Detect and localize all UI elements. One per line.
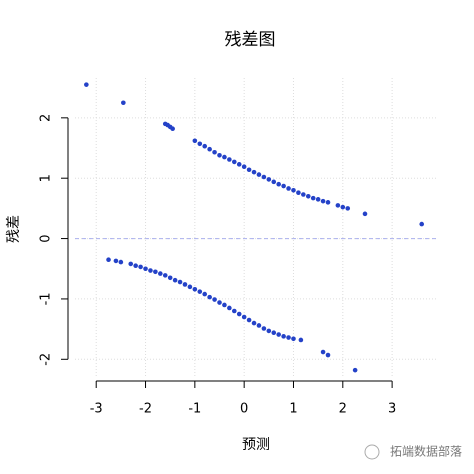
x-tick-label: 1: [289, 402, 297, 417]
point: [177, 279, 183, 285]
point: [231, 159, 237, 165]
point: [192, 138, 198, 144]
point: [276, 332, 281, 337]
point: [315, 197, 321, 202]
point: [158, 271, 163, 276]
point: [207, 294, 212, 300]
x-tick-label: 0: [240, 402, 248, 417]
watermark: 拓端数据部落: [390, 444, 462, 459]
point: [187, 284, 193, 290]
point: [167, 275, 173, 281]
point: [118, 259, 124, 265]
x-tick-label: -2: [139, 402, 152, 417]
point: [133, 263, 138, 269]
y-tick-label: -2: [39, 353, 54, 366]
point: [286, 186, 291, 191]
point: [246, 317, 252, 323]
point: [271, 179, 277, 185]
point: [217, 300, 222, 305]
point: [217, 152, 222, 158]
point: [335, 203, 341, 208]
point: [84, 82, 89, 87]
point: [310, 195, 316, 201]
point: [320, 198, 326, 204]
point: [256, 323, 262, 328]
point: [325, 352, 331, 358]
point: [121, 100, 126, 106]
point: [362, 211, 368, 217]
point: [246, 167, 252, 173]
point: [113, 258, 119, 264]
point: [271, 330, 277, 336]
point: [162, 273, 168, 278]
point: [207, 146, 212, 152]
point: [296, 190, 301, 195]
point: [236, 311, 242, 317]
point: [261, 326, 267, 331]
y-tick-label: 1: [39, 174, 54, 182]
point: [291, 187, 296, 193]
point: [197, 141, 203, 147]
point: [241, 164, 247, 170]
point: [202, 143, 208, 149]
point: [153, 269, 158, 275]
point: [320, 349, 326, 355]
point: [192, 286, 198, 292]
point: [286, 335, 291, 340]
point: [212, 297, 217, 302]
point: [222, 154, 227, 160]
point: [256, 172, 262, 177]
point: [202, 291, 208, 297]
point: [143, 266, 148, 272]
point: [291, 336, 296, 342]
point: [241, 314, 247, 320]
point: [138, 264, 143, 270]
y-axis-label: 残差: [6, 215, 22, 243]
point: [419, 221, 425, 227]
point: [266, 328, 272, 334]
x-axis-label: 预测: [242, 437, 270, 453]
point: [325, 200, 331, 205]
point: [340, 204, 346, 210]
point: [106, 257, 111, 262]
point: [281, 334, 286, 339]
point: [148, 268, 153, 273]
point: [352, 367, 358, 373]
watermark-icon: [364, 444, 380, 460]
y-tick-label: -1: [39, 292, 54, 305]
x-tick-label: 2: [339, 402, 347, 417]
point: [128, 261, 134, 267]
chart-title: 残差图: [225, 30, 276, 50]
x-tick-label: 3: [388, 402, 396, 417]
x-tick-label: -3: [90, 402, 103, 417]
point: [182, 282, 188, 287]
point: [301, 192, 306, 197]
point: [236, 162, 242, 167]
point: [170, 126, 175, 132]
point: [266, 177, 272, 182]
point: [212, 149, 217, 155]
point: [172, 277, 178, 283]
point: [345, 206, 351, 211]
x-tick-label: -1: [188, 402, 201, 417]
point: [222, 302, 227, 308]
y-tick-label: 2: [39, 114, 54, 122]
point: [251, 320, 257, 326]
point: [231, 308, 237, 314]
point: [227, 157, 232, 162]
point: [276, 181, 281, 187]
point: [197, 289, 203, 294]
point: [261, 174, 267, 180]
y-tick-label: 0: [39, 234, 54, 242]
point: [281, 183, 286, 189]
point: [251, 169, 257, 175]
point: [227, 305, 232, 311]
point: [305, 194, 311, 199]
point: [298, 337, 304, 343]
